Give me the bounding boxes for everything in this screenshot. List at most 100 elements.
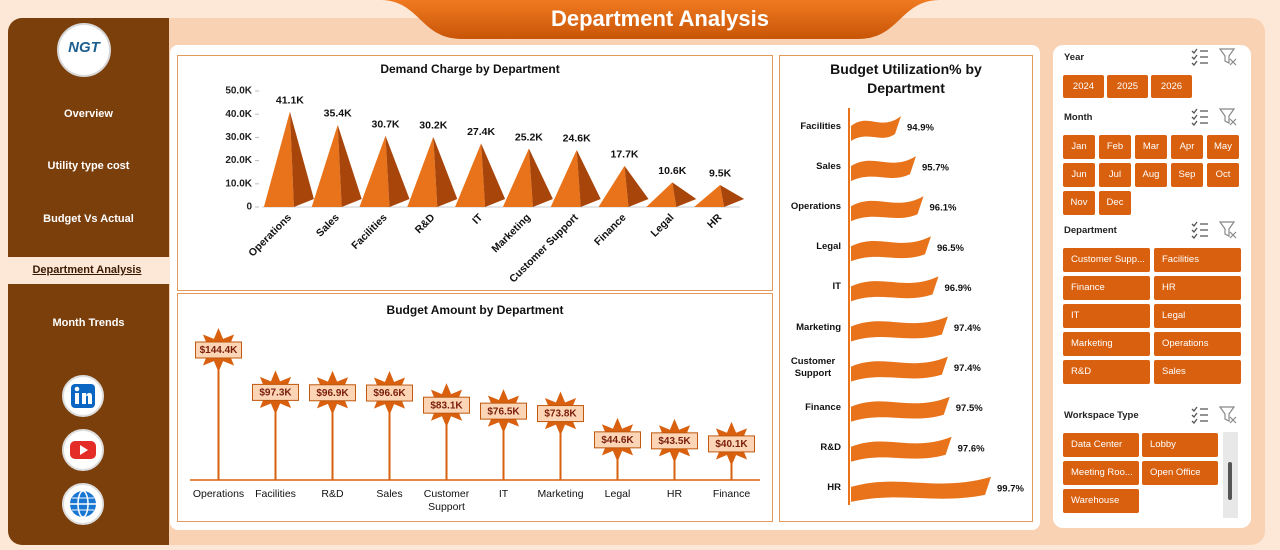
label-box [252,383,299,401]
multi-select-icon[interactable] [1191,108,1208,126]
lollipop [480,389,527,480]
y-tick-cell: R&D [785,433,841,463]
pyramid-face [359,135,390,207]
pyramid-side [672,182,697,207]
slicer-button[interactable]: Oct [1207,163,1239,187]
linkedin-icon[interactable] [62,375,104,417]
slicer-button[interactable]: Jan [1063,135,1095,159]
y-tick-cell: Marketing [785,313,841,343]
slicer-button[interactable]: 2025 [1107,75,1148,98]
slicer-button[interactable]: Jul [1099,163,1131,187]
slicer-button[interactable]: Feb [1099,135,1131,159]
data-label: 9.5K [709,168,732,180]
slicer-button[interactable]: Jun [1063,163,1095,187]
data-label: 96.5% [937,243,964,254]
nav-item[interactable]: Month Trends [52,317,125,330]
slicer-button[interactable]: Aug [1135,163,1167,187]
slicer-button[interactable]: 2026 [1151,75,1192,98]
slicer-icons [1190,106,1240,126]
label-box [195,341,242,359]
data-label: 96.1% [930,203,957,214]
flag-bar [851,316,948,342]
lollipop [537,391,584,480]
x-tick-label: Marketing [537,488,584,500]
slicer-button[interactable]: Nov [1063,191,1095,215]
slicer-button[interactable]: Facilities [1154,248,1241,272]
lollipop [594,417,641,480]
nav-item[interactable]: Overview [64,108,113,120]
data-label: 95.7% [922,163,949,174]
label-box [708,435,755,453]
y-tick-cell: Legal [785,232,841,262]
web-icon[interactable] [62,483,104,525]
slicer-button[interactable]: Marketing [1063,332,1150,356]
slicer-button[interactable]: Open Office [1142,461,1218,485]
slicer-button[interactable]: Apr [1171,135,1203,159]
y-tick-label: Facilities [800,121,841,132]
y-tick-label: 10.0K [225,178,252,189]
pyramid-face [263,111,294,207]
slicer-button[interactable]: May [1207,135,1239,159]
lollipop [366,371,413,480]
clear-filter-icon[interactable] [1218,48,1237,66]
clear-filter-icon[interactable] [1218,406,1237,424]
nav-item[interactable]: Utility type cost [47,160,130,173]
multi-select-icon[interactable] [1191,48,1208,66]
clear-filter-icon[interactable] [1218,221,1237,239]
multi-select-icon[interactable] [1191,221,1208,239]
slicer-button[interactable]: Sales [1154,360,1241,384]
flag-bar [851,356,948,382]
slicer-icons [1190,219,1240,239]
label-box [366,384,413,402]
page-title: Department Analysis [551,6,769,31]
slicer-button[interactable]: Customer Supp... [1063,248,1150,272]
nav-item[interactable]: Department Analysis [4,256,170,284]
pyramid-face [502,148,533,207]
slicer-button[interactable]: 2024 [1063,75,1104,98]
slicer-icons [1190,404,1240,424]
y-tick-cell: Sales [785,152,841,182]
x-tick-label: R&D [413,211,438,236]
data-label: $144.4K [200,345,239,356]
slicer-button[interactable]: Warehouse [1063,489,1139,513]
y-tick-label: Legal [816,241,841,253]
flag-bar [851,236,931,262]
slicer-button[interactable]: Dec [1099,191,1131,215]
scroll-thumb[interactable] [1228,462,1232,500]
x-tick-label: Sales [314,211,342,239]
y-tick-cell: Facilities [785,112,841,142]
data-label: $44.6K [601,435,634,446]
x-tick-label: Customer Support [423,488,470,513]
lollipop [423,383,470,480]
slicer-button[interactable]: Data Center [1063,433,1139,457]
y-tick-label: Customer Support [790,355,836,379]
slicer-button[interactable]: Sep [1171,163,1203,187]
y-tick-label: Sales [816,161,841,173]
data-label: 97.6% [958,443,985,454]
lollipop [708,421,755,480]
slicer-button[interactable]: Finance [1063,276,1150,300]
label-box [309,384,356,402]
nav-item[interactable]: Budget Vs Actual [43,212,134,225]
slicer-button[interactable]: Meeting Roo... [1063,461,1139,485]
data-label: $73.8K [544,409,577,420]
slicer-button[interactable]: Lobby [1142,433,1218,457]
slicer-button[interactable]: Legal [1154,304,1241,328]
data-label: 25.2K [515,131,543,143]
x-tick-label: IT [498,488,509,500]
title-banner [380,0,940,39]
slicer-button[interactable]: Operations [1154,332,1241,356]
multi-select-icon[interactable] [1191,406,1208,424]
pyramid-face [407,136,438,207]
pyramid-bar [550,149,601,207]
youtube-icon[interactable] [62,429,104,471]
y-tick-label: IT [832,281,841,293]
y-tick-cell: HR [785,473,841,503]
clear-filter-icon[interactable] [1218,108,1237,126]
slicer-button[interactable]: Mar [1135,135,1167,159]
slicer-button[interactable]: R&D [1063,360,1150,384]
slicer-button[interactable]: HR [1154,276,1241,300]
slicer-button[interactable]: IT [1063,304,1150,328]
flag-bar [851,196,924,222]
